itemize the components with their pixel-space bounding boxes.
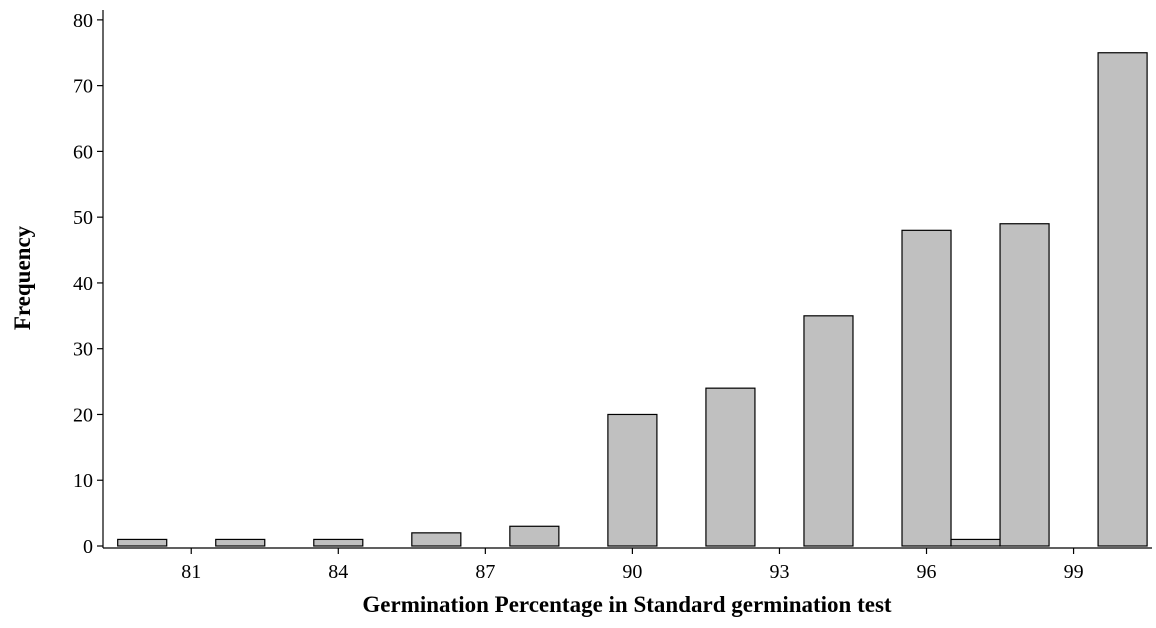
- x-tick-label: 96: [917, 561, 937, 583]
- y-tick-label: 0: [83, 536, 93, 558]
- y-tick-label: 80: [73, 10, 93, 32]
- y-tick-label: 70: [73, 76, 93, 98]
- y-tick-label: 20: [73, 404, 93, 426]
- bar: [999, 223, 1050, 547]
- y-axis-title: Frequency: [10, 225, 35, 330]
- bar: [803, 315, 854, 547]
- bar: [705, 387, 756, 547]
- x-tick-label: 81: [181, 561, 201, 583]
- bar: [1097, 52, 1148, 547]
- bar: [607, 413, 658, 547]
- x-tick-label: 99: [1064, 561, 1084, 583]
- y-tick-label: 30: [73, 339, 93, 361]
- x-tick-label: 90: [622, 561, 642, 583]
- y-tick-label: 40: [73, 273, 93, 295]
- x-tick-label: 93: [769, 561, 789, 583]
- bar: [313, 538, 364, 547]
- x-axis-title: Germination Percentage in Standard germi…: [362, 592, 891, 617]
- bar: [901, 229, 952, 547]
- y-tick-label: 60: [73, 141, 93, 163]
- bar: [215, 538, 266, 547]
- y-tick-label: 10: [73, 470, 93, 492]
- y-tick-label: 50: [73, 207, 93, 229]
- x-tick-label: 84: [328, 561, 348, 583]
- bar: [950, 538, 1001, 547]
- bar: [509, 525, 560, 547]
- x-tick-label: 87: [475, 561, 495, 583]
- bar: [411, 532, 462, 547]
- bar: [117, 538, 168, 547]
